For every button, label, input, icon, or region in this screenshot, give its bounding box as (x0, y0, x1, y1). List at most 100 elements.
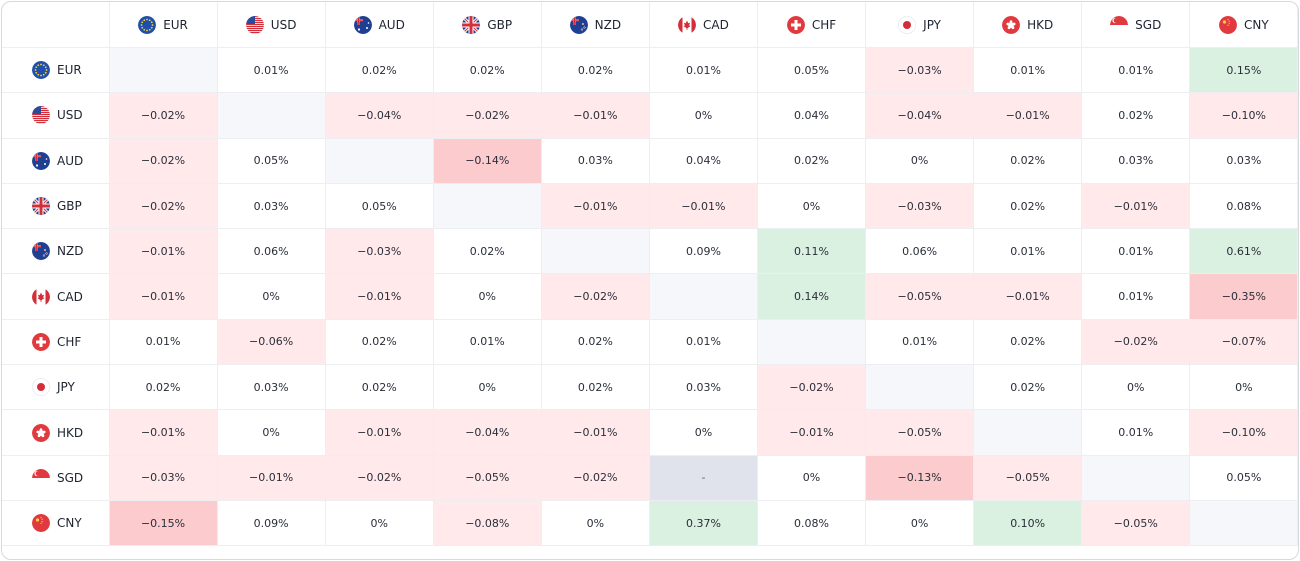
rate-change-cell[interactable]: 0% (217, 409, 326, 456)
rate-change-cell[interactable]: −0.01% (217, 455, 326, 501)
rate-change-cell[interactable]: −0.01% (541, 92, 650, 139)
rate-change-cell[interactable]: −0.01% (109, 409, 218, 456)
rate-change-cell[interactable]: −0.15% (109, 500, 218, 547)
rate-change-cell[interactable]: −0.06% (217, 319, 326, 366)
rate-change-cell[interactable]: −0.05% (973, 455, 1083, 501)
rate-change-cell[interactable]: −0.02% (757, 364, 867, 411)
rate-change-cell[interactable]: −0.13% (865, 455, 975, 501)
rate-change-cell[interactable]: 0% (433, 364, 542, 411)
rate-change-cell[interactable]: 0% (757, 183, 867, 230)
rate-change-cell[interactable]: 0.02% (433, 228, 542, 275)
rate-change-cell[interactable]: −0.01% (757, 409, 867, 456)
column-header-chf[interactable]: CHF (757, 2, 867, 48)
rate-change-cell[interactable]: 0.10% (973, 500, 1083, 547)
row-header-nzd[interactable]: NZD (2, 228, 110, 275)
rate-change-cell[interactable]: −0.05% (433, 455, 542, 501)
rate-change-cell[interactable]: −0.10% (1189, 409, 1298, 456)
rate-change-cell[interactable]: 0.01% (433, 319, 542, 366)
rate-change-cell[interactable]: 0.15% (1189, 47, 1298, 94)
rate-change-cell[interactable]: −0.02% (325, 455, 434, 501)
rate-change-cell[interactable]: 0.02% (109, 364, 218, 411)
rate-change-cell[interactable]: −0.07% (1189, 319, 1298, 366)
rate-change-cell[interactable]: −0.01% (109, 228, 218, 275)
rate-change-cell[interactable]: 0.03% (217, 183, 326, 230)
rate-change-cell[interactable]: 0.06% (865, 228, 975, 275)
rate-change-cell[interactable]: 0% (217, 273, 326, 320)
rate-change-cell[interactable]: 0.37% (649, 500, 758, 547)
rate-change-cell[interactable]: 0% (1189, 364, 1298, 411)
rate-change-cell[interactable]: 0.03% (217, 364, 326, 411)
rate-change-cell[interactable]: −0.05% (1081, 500, 1191, 547)
column-header-cad[interactable]: CAD (649, 2, 758, 48)
rate-change-cell[interactable]: −0.02% (109, 183, 218, 230)
rate-change-cell[interactable]: 0.02% (973, 364, 1083, 411)
rate-change-cell[interactable]: 0.01% (973, 47, 1083, 94)
rate-change-cell[interactable]: −0.02% (433, 92, 542, 139)
rate-change-cell[interactable]: 0.02% (973, 183, 1083, 230)
column-header-hkd[interactable]: HKD (973, 2, 1083, 48)
row-header-aud[interactable]: AUD (2, 138, 110, 184)
rate-change-cell[interactable]: 0.01% (1081, 273, 1191, 320)
row-header-cad[interactable]: CAD (2, 273, 110, 320)
row-header-hkd[interactable]: HKD (2, 409, 110, 456)
rate-change-cell[interactable]: −0.04% (325, 92, 434, 139)
rate-change-cell[interactable]: −0.01% (109, 273, 218, 320)
rate-change-cell[interactable]: −0.14% (433, 138, 542, 184)
rate-change-cell[interactable]: −0.02% (541, 455, 650, 501)
rate-change-cell[interactable]: 0.04% (649, 138, 758, 184)
rate-change-cell[interactable]: 0% (865, 500, 975, 547)
rate-change-cell[interactable]: 0% (325, 500, 434, 547)
rate-change-cell[interactable]: 0.02% (1081, 92, 1191, 139)
rate-change-cell[interactable]: 0.01% (865, 319, 975, 366)
rate-change-cell[interactable]: 0.02% (541, 364, 650, 411)
rate-change-cell[interactable]: 0.05% (217, 138, 326, 184)
rate-change-cell[interactable]: −0.01% (541, 183, 650, 230)
row-header-usd[interactable]: USD (2, 92, 110, 139)
rate-change-cell[interactable]: −0.04% (865, 92, 975, 139)
rate-change-cell[interactable]: −0.03% (865, 47, 975, 94)
rate-change-cell[interactable]: - (649, 455, 758, 501)
rate-change-cell[interactable]: 0.01% (1081, 228, 1191, 275)
rate-change-cell[interactable]: 0.11% (757, 228, 867, 275)
column-header-jpy[interactable]: JPY (865, 2, 975, 48)
rate-change-cell[interactable]: 0.08% (757, 500, 867, 547)
column-header-usd[interactable]: USD (217, 2, 326, 48)
rate-change-cell[interactable]: −0.02% (1081, 319, 1191, 366)
row-header-chf[interactable]: CHF (2, 319, 110, 366)
rate-change-cell[interactable]: −0.01% (541, 409, 650, 456)
column-header-gbp[interactable]: GBP (433, 2, 542, 48)
rate-change-cell[interactable]: 0.01% (1081, 47, 1191, 94)
rate-change-cell[interactable]: −0.04% (433, 409, 542, 456)
rate-change-cell[interactable]: 0.03% (1081, 138, 1191, 184)
rate-change-cell[interactable]: 0.01% (1081, 409, 1191, 456)
rate-change-cell[interactable]: 0.09% (217, 500, 326, 547)
rate-change-cell[interactable]: −0.10% (1189, 92, 1298, 139)
row-header-cny[interactable]: CNY (2, 500, 110, 547)
rate-change-cell[interactable]: −0.03% (865, 183, 975, 230)
column-header-eur[interactable]: EUR (109, 2, 218, 48)
rate-change-cell[interactable]: 0.02% (325, 319, 434, 366)
column-header-cny[interactable]: CNY (1189, 2, 1298, 48)
rate-change-cell[interactable]: −0.02% (541, 273, 650, 320)
rate-change-cell[interactable]: 0.09% (649, 228, 758, 275)
rate-change-cell[interactable]: 0.02% (433, 47, 542, 94)
rate-change-cell[interactable]: −0.03% (325, 228, 434, 275)
rate-change-cell[interactable]: 0.06% (217, 228, 326, 275)
rate-change-cell[interactable]: 0% (649, 92, 758, 139)
rate-change-cell[interactable]: 0.02% (973, 319, 1083, 366)
rate-change-cell[interactable]: −0.01% (325, 409, 434, 456)
rate-change-cell[interactable]: 0.03% (1189, 138, 1298, 184)
rate-change-cell[interactable]: 0.61% (1189, 228, 1298, 275)
rate-change-cell[interactable]: 0.01% (109, 319, 218, 366)
rate-change-cell[interactable]: 0.01% (649, 319, 758, 366)
rate-change-cell[interactable]: −0.08% (433, 500, 542, 547)
rate-change-cell[interactable]: 0.05% (1189, 455, 1298, 501)
rate-change-cell[interactable]: 0% (865, 138, 975, 184)
rate-change-cell[interactable]: −0.35% (1189, 273, 1298, 320)
rate-change-cell[interactable]: 0.02% (325, 47, 434, 94)
rate-change-cell[interactable]: 0% (1081, 364, 1191, 411)
rate-change-cell[interactable]: −0.01% (973, 92, 1083, 139)
rate-change-cell[interactable]: 0.03% (649, 364, 758, 411)
rate-change-cell[interactable]: 0.02% (325, 364, 434, 411)
column-header-nzd[interactable]: NZD (541, 2, 650, 48)
